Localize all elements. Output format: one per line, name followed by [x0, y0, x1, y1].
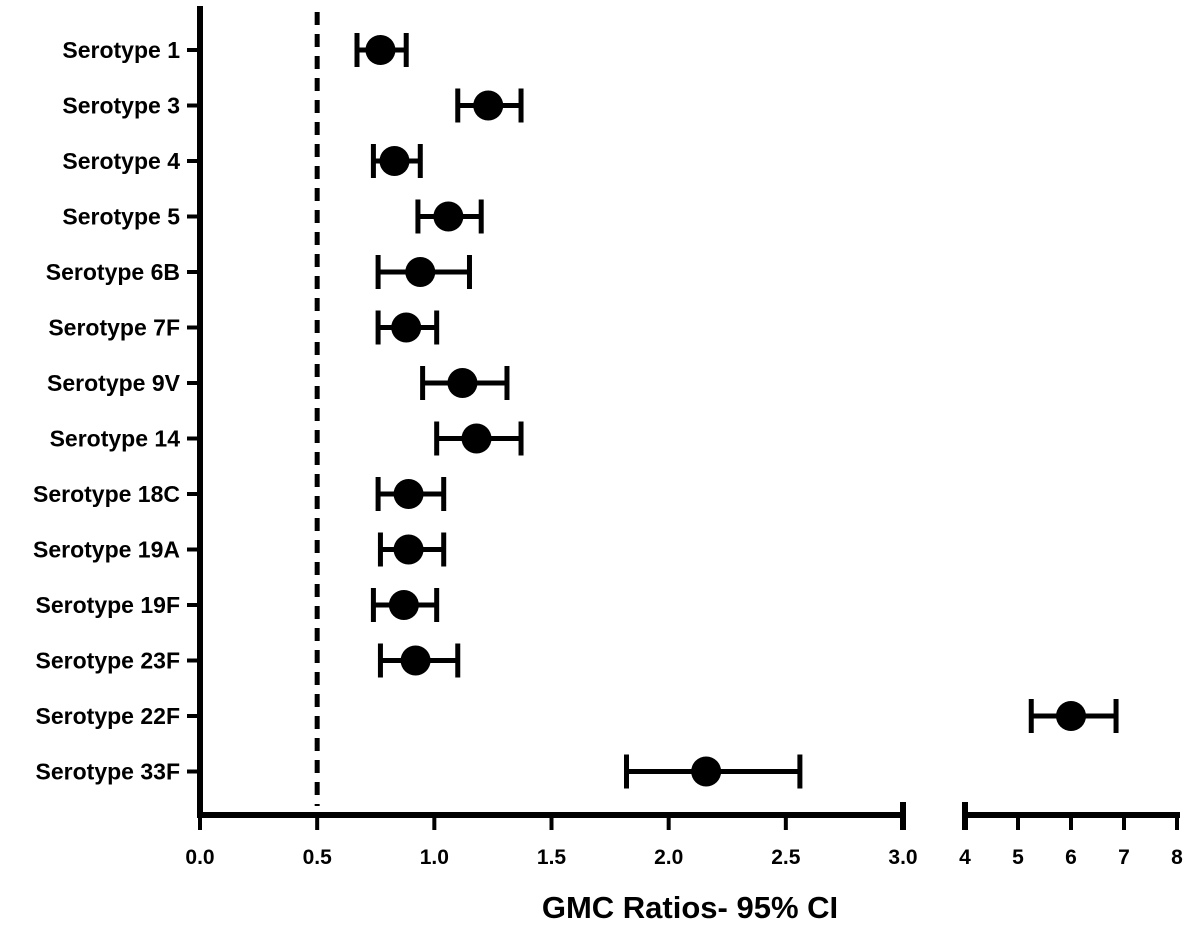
x-tick-label: 6: [1065, 846, 1077, 869]
estimate-point: [1056, 701, 1086, 731]
estimate-point: [393, 534, 424, 565]
category-label: Serotype 19F: [36, 592, 180, 618]
category-label: Serotype 3: [62, 93, 180, 119]
estimate-point: [391, 312, 422, 343]
x-tick-label: 7: [1118, 846, 1130, 869]
x-tick-label: 3.0: [888, 846, 917, 869]
category-label: Serotype 6B: [46, 259, 180, 285]
x-tick-label: 1.0: [420, 846, 449, 869]
estimate-point: [473, 90, 504, 121]
estimate-point: [691, 756, 722, 787]
estimate-point: [447, 368, 478, 398]
category-label: Serotype 33F: [36, 759, 180, 785]
x-tick-label: 0.0: [185, 846, 214, 869]
category-label: Serotype 7F: [48, 315, 180, 341]
estimate-point: [379, 146, 410, 176]
category-label: Serotype 9V: [47, 370, 181, 396]
x-axis-title: GMC Ratios- 95% CI: [542, 890, 838, 925]
estimate-point: [433, 201, 464, 232]
x-tick-label: 2.5: [771, 846, 801, 869]
category-label: Serotype 23F: [36, 648, 180, 674]
category-label: Serotype 4: [62, 148, 180, 174]
x-tick-label: 8: [1171, 846, 1183, 869]
estimate-point: [393, 479, 424, 509]
estimate-point: [461, 423, 492, 454]
x-tick-label: 2.0: [654, 846, 683, 869]
category-label: Serotype 18C: [33, 481, 180, 507]
x-tick-label: 4: [959, 846, 971, 869]
category-label: Serotype 14: [50, 426, 181, 452]
estimate-point: [400, 645, 431, 676]
x-tick-label: 5: [1012, 846, 1024, 869]
category-label: Serotype 5: [62, 204, 180, 230]
category-label: Serotype 22F: [36, 703, 180, 729]
estimate-point: [405, 257, 436, 287]
x-tick-label: 0.5: [303, 846, 333, 869]
estimate-point: [388, 590, 419, 620]
category-label: Serotype 19A: [33, 537, 180, 563]
x-tick-label: 1.5: [537, 846, 567, 869]
estimate-point: [365, 35, 396, 65]
category-label: Serotype 1: [62, 37, 180, 63]
